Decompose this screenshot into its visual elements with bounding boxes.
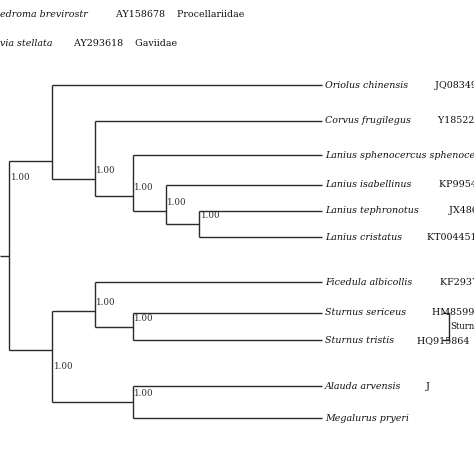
Text: 1.00: 1.00	[201, 211, 220, 220]
Text: 1.00: 1.00	[96, 299, 116, 307]
Text: edroma brevirostr: edroma brevirostr	[0, 10, 88, 18]
Text: AY293618    Gaviidae: AY293618 Gaviidae	[68, 39, 177, 48]
Text: via stellata: via stellata	[0, 39, 53, 48]
Text: KF293721: KF293721	[438, 278, 474, 286]
Text: 1.00: 1.00	[96, 166, 116, 175]
Text: HM859900: HM859900	[429, 309, 474, 317]
Text: Lanius isabellinus: Lanius isabellinus	[325, 181, 411, 189]
Text: Alauda arvensis: Alauda arvensis	[325, 382, 401, 391]
Text: JQ083495: JQ083495	[432, 81, 474, 90]
Text: HQ915864: HQ915864	[414, 336, 469, 345]
Text: 1.00: 1.00	[167, 198, 187, 207]
Text: Oriolus chinensis: Oriolus chinensis	[325, 81, 408, 90]
Text: Sturnus sericeus: Sturnus sericeus	[325, 309, 406, 317]
Text: Ficedula albicollis: Ficedula albicollis	[325, 278, 412, 286]
Text: Sturnu: Sturnu	[450, 322, 474, 331]
Text: Corvus frugilegus: Corvus frugilegus	[325, 117, 410, 125]
Text: 1.00: 1.00	[134, 390, 154, 398]
Text: Megalurus pryeri: Megalurus pryeri	[325, 414, 409, 422]
Text: Lanius cristatus: Lanius cristatus	[325, 233, 402, 241]
Text: 1.00: 1.00	[11, 173, 30, 182]
Text: Sturnus tristis: Sturnus tristis	[325, 336, 394, 345]
Text: AY158678    Procellariidae: AY158678 Procellariidae	[113, 10, 245, 18]
Text: JX486029: JX486029	[446, 207, 474, 215]
Text: 1.00: 1.00	[54, 362, 73, 371]
Text: 1.00: 1.00	[134, 183, 154, 192]
Text: Lanius sphenocercus sphenocercus: Lanius sphenocercus sphenocercus	[325, 151, 474, 160]
Text: KT004451: KT004451	[424, 233, 474, 241]
Text: Y18522: Y18522	[436, 117, 474, 125]
Text: Lanius tephronotus: Lanius tephronotus	[325, 207, 419, 215]
Text: KP995437: KP995437	[436, 181, 474, 189]
Text: J: J	[423, 382, 430, 391]
Text: 1.00: 1.00	[134, 314, 154, 323]
